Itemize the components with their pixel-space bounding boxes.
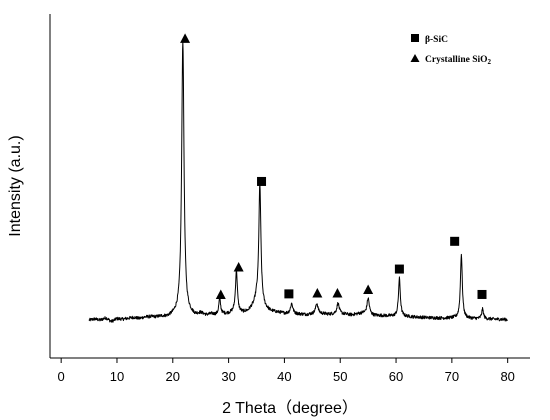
x-tick-label: 30 — [221, 369, 235, 384]
legend-label-sio2: Crystalline SiO2 — [425, 55, 492, 66]
legend-label-sic: β-SiC — [425, 35, 448, 45]
legend-triangle-marker — [410, 54, 420, 62]
sic-peak-marker — [394, 264, 404, 274]
sio2-peak-marker — [180, 33, 191, 43]
sio2-peak-marker — [312, 288, 323, 298]
x-tick-label: 50 — [333, 369, 347, 384]
sio2-peak-marker — [332, 288, 343, 298]
x-axis-title: 2 Theta（degree） — [222, 399, 358, 417]
peak-markers — [180, 33, 487, 299]
xrd-pattern-line — [88, 40, 508, 323]
plot-frame — [49, 14, 530, 359]
sic-peak-marker — [477, 289, 487, 299]
sio2-peak-marker — [363, 284, 374, 294]
x-axis-ticks: 0 10 20 30 40 50 60 70 80 — [58, 358, 515, 384]
sic-peak-marker — [450, 236, 460, 246]
x-tick-label: 10 — [110, 369, 124, 384]
x-tick-label: 20 — [166, 369, 180, 384]
x-tick-label: 70 — [445, 369, 459, 384]
sic-peak-marker — [257, 176, 267, 186]
legend-square-marker — [411, 34, 419, 42]
legend-label-sio2-sub: 2 — [488, 58, 492, 66]
sic-peak-marker — [284, 289, 294, 299]
sio2-peak-marker — [215, 289, 226, 299]
sio2-peak-marker — [233, 262, 244, 272]
x-tick-label: 80 — [500, 369, 514, 384]
legend: β-SiC Crystalline SiO2 — [410, 34, 492, 66]
x-tick-label: 40 — [277, 369, 291, 384]
y-axis-title: Intensity (a.u.) — [7, 135, 24, 236]
x-tick-label: 60 — [389, 369, 403, 384]
legend-label-sio2-main: Crystalline SiO — [425, 55, 488, 65]
x-tick-label: 0 — [58, 369, 65, 384]
